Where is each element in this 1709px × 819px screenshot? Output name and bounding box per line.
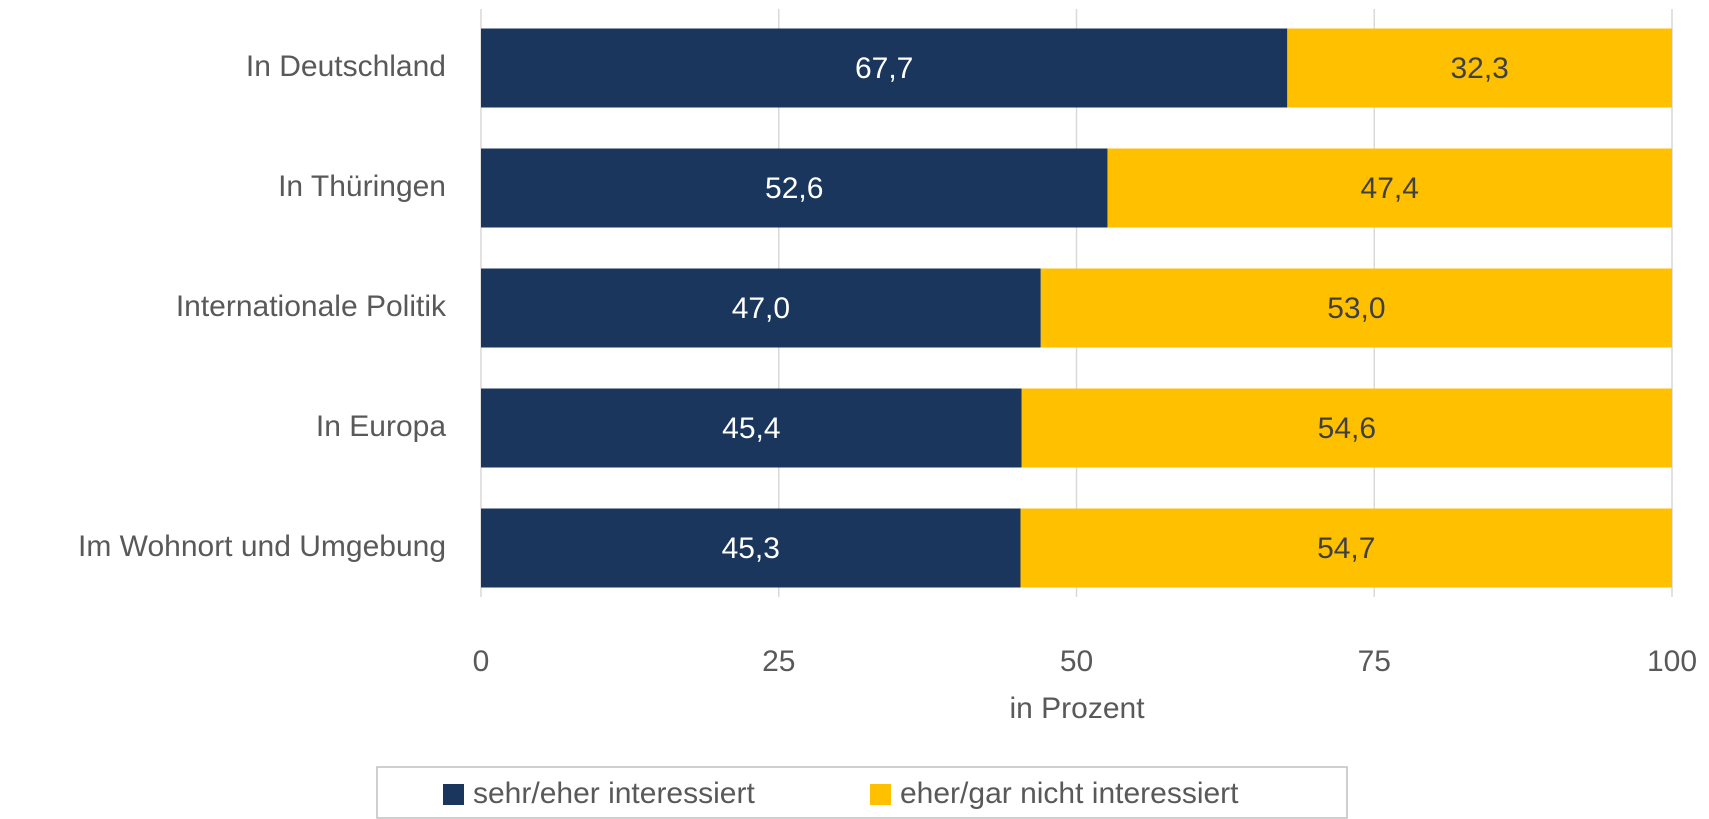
data-label: 47,4 xyxy=(1361,172,1419,205)
y-tick-label: Internationale Politik xyxy=(176,290,447,323)
y-tick-label: In Deutschland xyxy=(246,50,446,83)
data-label: 54,6 xyxy=(1318,412,1376,445)
data-label: 47,0 xyxy=(732,292,790,325)
y-tick-label: Im Wohnort und Umgebung xyxy=(78,530,446,563)
data-label: 32,3 xyxy=(1450,52,1508,85)
data-label: 45,4 xyxy=(722,412,780,445)
data-label: 45,3 xyxy=(722,532,780,565)
bar-segment xyxy=(1287,28,1672,108)
legend-swatch xyxy=(870,784,891,805)
x-tick-label: 0 xyxy=(473,645,490,678)
bar-segment xyxy=(1107,148,1672,228)
data-label: 67,7 xyxy=(855,52,913,85)
x-tick-label: 25 xyxy=(762,645,795,678)
x-axis-label: in Prozent xyxy=(1009,692,1145,725)
legend-box xyxy=(376,766,1348,819)
bar-segment xyxy=(481,388,1022,468)
bar-segment xyxy=(1021,388,1672,468)
bar-segment xyxy=(481,508,1021,588)
legend-label: eher/gar nicht interessiert xyxy=(900,777,1239,810)
data-label: 53,0 xyxy=(1327,292,1385,325)
legend-swatch xyxy=(443,784,464,805)
bar-segment xyxy=(1020,508,1672,588)
bar-segment xyxy=(481,28,1288,108)
data-label: 52,6 xyxy=(765,172,823,205)
y-tick-label: In Europa xyxy=(316,410,446,443)
x-tick-label: 75 xyxy=(1358,645,1391,678)
x-tick-label: 100 xyxy=(1647,645,1697,678)
bar-segment xyxy=(481,268,1041,348)
y-tick-label: In Thüringen xyxy=(278,170,446,203)
legend-label: sehr/eher interessiert xyxy=(473,777,755,810)
bar-segment xyxy=(481,148,1108,228)
bar-segment xyxy=(1040,268,1672,348)
data-label: 54,7 xyxy=(1317,532,1375,565)
x-tick-label: 50 xyxy=(1060,645,1093,678)
